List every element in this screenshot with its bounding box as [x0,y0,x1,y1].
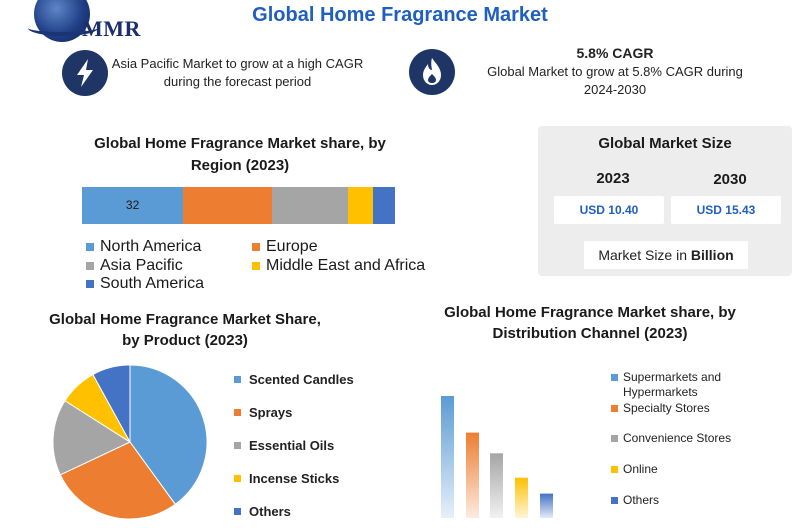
distribution-chart-title: Global Home Fragrance Market share, by D… [444,304,736,342]
product-chart-title: Global Home Fragrance Market Share, by P… [49,311,321,349]
legend-swatch [86,280,94,288]
region-chart-title: Global Home Fragrance Market share, by R… [94,135,386,174]
market-year-2023: 2023 [596,170,630,187]
region-legend-item: Europe [252,238,318,256]
pie-slice-others [92,364,131,443]
region-bar-europe [183,187,272,224]
market-year-2030: 2030 [713,171,747,188]
unit-bold: Billion [690,247,734,263]
product-legend-item: Others [234,504,291,519]
legend-label: Specialty Stores [623,401,710,415]
legend-swatch [234,409,241,416]
region-legend-item: North America [86,238,201,256]
legend-swatch [611,497,618,504]
product-legend-item: Sprays [234,405,292,420]
market-value-2030: USD 15.43 [671,196,781,224]
region-legend-item: Asia Pacific [86,257,183,275]
distribution-legend-item: Specialty Stores [611,401,736,416]
region-bar-asia-pacific [271,187,348,224]
page-title: Global Home Fragrance Market [252,4,548,26]
distribution-legend-item: Convenience Stores [611,431,736,446]
logo-swoosh [28,20,98,36]
mmr-logo: MMR [26,0,166,44]
legend-label: Scented Candles [249,372,354,387]
distribution-legend-item: Online [611,462,736,477]
unit-prefix: Market Size in [598,247,691,263]
legend-swatch [86,243,94,251]
legend-swatch [234,376,241,383]
distribution-legend-item: Supermarkets and Hypermarkets [611,370,736,400]
pie-slice-essential-oils [52,400,132,476]
legend-label: Sprays [249,405,293,420]
legend-swatch [611,435,618,442]
distribution-legend-item: Others [611,493,736,508]
legend-swatch [252,262,260,270]
market-size-title: Global Market Size [598,135,732,152]
legend-swatch [234,475,241,482]
product-legend-item: Incense Sticks [234,471,339,486]
dist-bar-others [540,493,553,518]
pie-slice-scented-candles [129,364,208,505]
dist-bar-supermarkets-and-hypermarkets [441,396,454,518]
distribution-bar-chart [441,396,553,518]
region-stacked-bar: 32 [82,187,395,224]
market-size-unit: Market Size in Billion [584,241,748,269]
legend-swatch [234,442,241,449]
product-legend-item: Scented Candles [234,372,354,387]
legend-label: Supermarkets and Hypermarkets [623,370,722,399]
market-value-2023: USD 10.40 [554,196,664,224]
legend-swatch [252,243,260,251]
region-legend-item: South America [86,275,204,293]
region-bar-middle-east-and-africa [347,187,373,224]
market-size-panel: Global Market Size 2023 2030 USD 10.40 U… [538,126,792,276]
legend-label: Europe [266,238,318,255]
dist-bar-convenience-stores [490,453,503,518]
lightning-icon [62,50,108,96]
product-pie-chart [52,364,208,520]
legend-swatch [234,508,241,515]
highlight-asia-pacific: Asia Pacific Market to grow at a high CA… [111,56,364,89]
legend-label: North America [100,238,202,255]
product-legend-item: Essential Oils [234,438,334,453]
legend-label: Essential Oils [249,438,335,453]
logo-text: MMR [82,16,141,41]
dist-bar-specialty-stores [466,432,479,518]
region-legend-item: Middle East and Africa [252,257,425,275]
legend-swatch [86,262,94,270]
legend-label: Asia Pacific [100,257,183,274]
region-bar-label: 32 [125,198,140,212]
legend-label: South America [100,275,205,292]
legend-label: Middle East and Africa [266,257,426,274]
highlight-cagr: Global Market to grow at 5.8% CAGR durin… [487,64,743,97]
legend-label: Convenience Stores [623,431,732,445]
flame-icon [409,49,455,95]
legend-label: Others [623,493,660,507]
legend-swatch [611,374,618,381]
legend-swatch [611,405,618,412]
cagr-heading: 5.8% CAGR [576,45,654,61]
legend-swatch [611,466,618,473]
region-bar-north-america: 32 [82,187,184,224]
region-bar-south-america [372,187,395,224]
pie-slice-sprays [59,441,176,520]
legend-label: Online [623,462,658,476]
dist-bar-online [515,477,528,518]
legend-label: Others [249,504,291,519]
legend-label: Incense Sticks [249,471,340,486]
